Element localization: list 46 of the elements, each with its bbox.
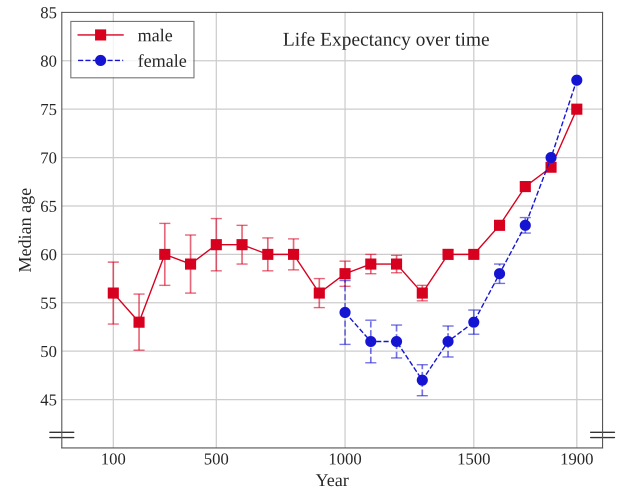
point	[416, 288, 428, 299]
y-tick-label: 85	[40, 7, 56, 18]
point	[494, 220, 506, 231]
y-tick-label: 65	[40, 200, 56, 212]
point	[390, 258, 402, 270]
point	[390, 336, 402, 348]
point	[339, 268, 351, 280]
point	[545, 152, 557, 164]
point	[210, 239, 222, 250]
point	[365, 258, 376, 270]
point	[262, 248, 274, 260]
point	[571, 74, 582, 86]
y-tick-label: 75	[41, 104, 56, 116]
point	[468, 316, 480, 328]
point	[494, 268, 506, 280]
y-tick-label: 45	[40, 394, 56, 406]
point	[288, 248, 300, 260]
point	[520, 220, 531, 231]
point	[339, 306, 351, 318]
y-tick-label: 55	[41, 298, 56, 309]
legend-label: female	[138, 54, 186, 67]
x-tick-label: 1000	[330, 453, 362, 465]
point	[108, 288, 119, 299]
point	[416, 374, 428, 386]
point	[365, 336, 376, 348]
point	[236, 239, 248, 250]
y-tick-label: 50	[41, 346, 56, 358]
x-axis-title: Year	[316, 474, 349, 486]
point	[468, 248, 480, 260]
y-axis-title: Median age	[18, 188, 35, 272]
point	[159, 248, 170, 260]
x-tick-label: 1500	[458, 453, 490, 465]
point	[314, 288, 325, 299]
point	[133, 316, 145, 328]
y-tick-label: 70	[41, 152, 56, 164]
x-tick-label: 100	[102, 453, 126, 465]
y-tick-label: 60	[40, 249, 56, 260]
x-tick-label: 500	[204, 453, 228, 465]
point	[442, 336, 454, 348]
point	[520, 181, 531, 192]
y-tick-label: 80	[40, 55, 56, 67]
legend-label: male	[138, 28, 172, 42]
point	[184, 258, 196, 270]
x-tick-label: 1900	[562, 453, 593, 465]
text: Life Expectancy over time	[283, 32, 489, 50]
point	[571, 104, 582, 115]
